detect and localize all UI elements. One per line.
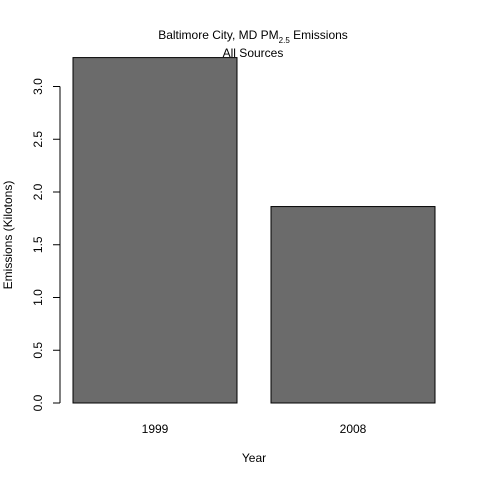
chart-title-suffix: Emissions [290,28,348,42]
y-tick-label-1.0: 1.0 [31,289,45,306]
x-tick-label-2008: 2008 [340,422,367,436]
y-tick-label-1.5: 1.5 [31,236,45,253]
y-tick-label-3.0: 3.0 [31,78,45,95]
y-axis-label: Emissions (Kilotons) [1,181,15,290]
y-tick-label-2.5: 2.5 [31,131,45,148]
bar-2008 [270,206,436,404]
chart-title-subscript: 2.5 [279,36,291,45]
x-axis-label: Year [242,451,266,465]
y-tick-label-0.0: 0.0 [31,394,45,411]
x-tick-label-1999: 1999 [142,422,169,436]
y-tick-label-2.0: 2.0 [31,183,45,200]
x-axis: 1999 2008 [142,422,367,436]
chart-title: Baltimore City, MD PM2.5 Emissions [158,28,348,45]
y-tick-label-0.5: 0.5 [31,342,45,359]
y-axis: 0.0 0.5 1.0 1.5 2.0 2.5 3.0 [31,78,61,411]
chart-title-text: Baltimore City, MD PM [158,28,278,42]
bar-1999 [72,57,238,404]
bars-group [72,57,436,404]
chart-subtitle: All Sources [223,46,284,60]
